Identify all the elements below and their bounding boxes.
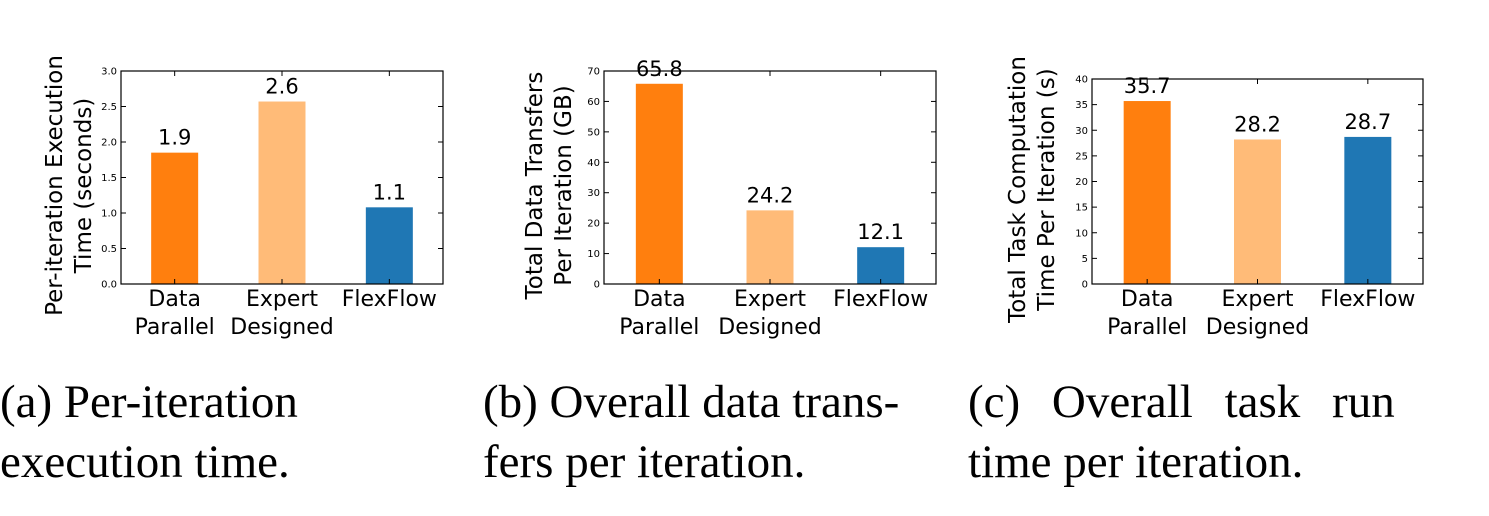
y-tick-label: 1.5: [101, 173, 117, 184]
bar-expert_designed: [1234, 139, 1281, 284]
data-label-data_parallel: 1.9: [158, 126, 191, 150]
y-tick-label: 60: [587, 97, 600, 108]
x-tick-label: FlexFlow: [833, 287, 928, 312]
bar-flexflow: [365, 207, 413, 284]
bar-expert_designed: [258, 101, 306, 284]
bar-data_parallel: [151, 152, 199, 284]
y-tick-label: 3.0: [101, 67, 117, 78]
bar-flexflow: [1344, 136, 1392, 284]
y-tick-label: 10: [587, 249, 600, 260]
x-tick-label: Expert Designed: [230, 287, 333, 340]
data-label-flexflow: 28.7: [1344, 110, 1391, 134]
y-tick-label: 30: [587, 188, 600, 199]
y-tick-label: 5: [1082, 254, 1088, 265]
caption-a-line-2: execution time.: [0, 436, 290, 488]
data-label-data_parallel: 35.7: [1124, 74, 1171, 98]
plot-area-2: 65.8 24.2 12.1 0 10 20 30 40 50 60 70 Data Parallel E…: [522, 57, 937, 340]
plot-area-1: 1.9 2.6 1.1 0.0 0.5 1.0 1.5 2.0 2.5 3.0 Data Parall…: [42, 55, 444, 340]
y-tick-label: 20: [587, 219, 600, 230]
caption-a-line-1: (a) Per-iteration: [0, 376, 298, 428]
caption-b-line-2: fers per iteration.: [483, 436, 806, 488]
data-label-flexflow: 1.1: [373, 180, 406, 204]
y-tick-label: 10: [1075, 228, 1088, 239]
y-tick-label: 15: [1075, 203, 1088, 214]
data-label-data_parallel: 65.8: [636, 57, 683, 81]
y-tick-label: 70: [587, 67, 600, 78]
y-tick-label: 25: [1075, 151, 1088, 162]
caption-c-line-1: (c) Overall task run: [968, 376, 1395, 428]
y-tick-label: 20: [1075, 177, 1088, 188]
y-tick-label: 0: [594, 280, 600, 291]
data-label-expert_designed: 28.2: [1234, 112, 1281, 136]
chart-panel-a: 1.9 2.6 1.1 0.0 0.5 1.0 1.5 2.0 2.5 3.0 Data Parall…: [0, 0, 470, 516]
x-tick-label: Expert Designed: [718, 287, 821, 340]
x-tick-label: FlexFlow: [342, 287, 437, 312]
chart-c: 35.7 28.2 28.7 0 5 10 15 20 25 30 35 40 Data Parallel…: [1005, 56, 1424, 340]
caption-c-line-2: time per iteration.: [968, 436, 1304, 488]
y-tick-label: 40: [1075, 75, 1088, 86]
data-label-expert_designed: 24.2: [747, 183, 794, 207]
chart-panel-b: 65.8 24.2 12.1 0 10 20 30 40 50 60 70 Data Parallel E…: [480, 0, 970, 516]
bar-data_parallel: [1123, 101, 1171, 284]
caption-b-line-1: (b) Overall data trans-: [483, 376, 900, 428]
y-tick-label: 2.0: [101, 138, 117, 149]
y-tick-label: 40: [587, 158, 600, 169]
y-tick-label: 0: [1082, 280, 1088, 291]
x-tick-label: Data Parallel: [619, 287, 699, 340]
x-tick-label: FlexFlow: [1320, 287, 1415, 312]
y-axis-label: Per-iteration Execution Time (seconds): [42, 55, 97, 316]
y-axis-label: Total Data Transfers Per Iteration (GB): [522, 72, 577, 301]
y-tick-label: 50: [587, 127, 600, 138]
chart-b: 65.8 24.2 12.1 0 10 20 30 40 50 60 70 Data Parallel E…: [522, 57, 937, 340]
chart-panel-c: 35.7 28.2 28.7 0 5 10 15 20 25 30 35 40 Data Parallel…: [965, 0, 1489, 516]
x-tick-label: Data Parallel: [1107, 287, 1187, 340]
x-tick-label: Expert Designed: [1206, 287, 1309, 340]
data-label-flexflow: 12.1: [857, 220, 904, 244]
x-tick-label: Data Parallel: [135, 287, 215, 340]
bar-expert_designed: [746, 210, 794, 284]
y-axis-label: Total Task Computation Time Per Iteration…: [1005, 56, 1060, 324]
caption-c: (c) Overall task run time per iteration.: [968, 372, 1395, 492]
bar-flexflow: [857, 247, 905, 284]
plot-area-3: 35.7 28.2 28.7 0 5 10 15 20 25 30 35 40 Data Parallel…: [1005, 56, 1424, 340]
caption-a: (a) Per-iteration execution time.: [0, 372, 298, 492]
y-tick-label: 2.5: [101, 102, 117, 113]
data-label-expert_designed: 2.6: [265, 75, 298, 99]
chart-a: 1.9 2.6 1.1 0.0 0.5 1.0 1.5 2.0 2.5 3.0 Data Parall…: [42, 55, 444, 340]
y-tick-label: 35: [1075, 100, 1088, 111]
caption-b: (b) Overall data trans- fers per iterati…: [483, 372, 899, 492]
bar-data_parallel: [635, 83, 683, 284]
y-tick-label: 30: [1075, 126, 1088, 137]
y-tick-label: 1.0: [101, 209, 117, 220]
y-tick-label: 0.5: [101, 244, 117, 255]
y-tick-label: 0.0: [101, 280, 117, 291]
